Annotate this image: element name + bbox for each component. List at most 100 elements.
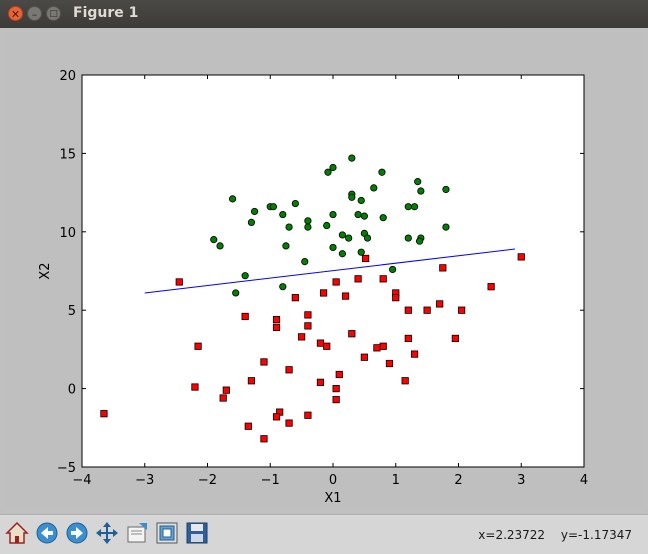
maximize-button[interactable]: □	[46, 6, 61, 21]
home-button[interactable]	[4, 520, 30, 546]
pan-icon	[96, 522, 118, 544]
pan-button[interactable]	[94, 520, 120, 546]
data-point-red	[392, 294, 400, 302]
cursor-y: y=-1.17347	[560, 528, 632, 542]
save-icon	[186, 522, 208, 544]
data-point-red	[354, 275, 362, 283]
data-point-green	[415, 237, 424, 245]
cursor-coordinates: x=2.23722 y=-1.17347	[466, 528, 632, 542]
data-point-red	[219, 394, 227, 402]
data-point-red	[348, 330, 356, 338]
data-point-red	[304, 411, 312, 419]
data-point-green	[279, 210, 287, 219]
configure-subplots-icon	[156, 522, 178, 544]
data-point-green	[378, 168, 386, 176]
data-point-green	[241, 272, 249, 280]
save-button[interactable]	[184, 520, 210, 546]
data-point-green	[323, 221, 331, 230]
data-point-red	[244, 422, 252, 430]
forward-icon	[66, 522, 88, 544]
data-point-green	[301, 257, 309, 266]
data-point-green	[363, 234, 372, 242]
minimize-icon: –	[31, 8, 38, 21]
x-tick-label: −2	[198, 473, 217, 488]
data-point-red	[379, 342, 387, 350]
x-tick-label: 1	[392, 473, 400, 488]
data-point-green	[216, 242, 224, 250]
x-tick-label: −1	[261, 473, 280, 488]
data-point-red	[260, 358, 268, 366]
data-point-red	[319, 289, 328, 297]
configure-subplots-button[interactable]	[154, 520, 180, 546]
back-icon	[36, 522, 58, 544]
data-point-green	[338, 250, 347, 258]
data-point-green	[417, 187, 425, 195]
data-point-red	[410, 350, 419, 358]
data-point-red	[285, 419, 293, 427]
data-point-green	[357, 196, 365, 205]
data-point-green	[279, 283, 287, 291]
data-point-green	[348, 193, 356, 201]
data-point-green	[357, 248, 365, 256]
close-icon: ✕	[10, 8, 21, 21]
data-point-green	[329, 210, 337, 219]
data-point-red	[291, 294, 299, 302]
x-tick-label: 4	[580, 473, 588, 488]
data-point-red	[362, 254, 370, 263]
y-tick-label: −5	[57, 461, 76, 476]
maximize-icon: □	[49, 9, 58, 19]
data-point-red	[341, 292, 350, 300]
y-tick-label: 0	[68, 383, 76, 398]
data-point-green	[304, 223, 312, 231]
minimize-button[interactable]: –	[27, 6, 42, 21]
data-point-green	[304, 217, 312, 225]
scatter-plot[interactable]: −4 −3 −2 −1 0 1 2 3 4 −5 0 5 10 15 20 X1 X2	[4, 32, 644, 508]
close-button[interactable]: ✕	[8, 6, 23, 21]
data-point-red	[335, 370, 343, 379]
data-point-red	[272, 323, 281, 332]
data-point-red	[332, 395, 340, 404]
zoom-rect-button[interactable]	[124, 520, 150, 546]
data-point-red	[458, 306, 466, 314]
tick-labels: −4 −3 −2 −1 0 1 2 3 4 −5 0 5 10 15 20	[57, 69, 588, 488]
x-tick-label: 3	[517, 473, 525, 488]
y-axis-label: X2	[38, 262, 53, 279]
data-point-green	[247, 218, 256, 226]
x-tick-label: −3	[135, 473, 154, 488]
data-point-red	[316, 339, 325, 347]
home-icon	[5, 521, 29, 544]
data-point-red	[404, 306, 412, 314]
data-point-green	[329, 243, 337, 252]
data-point-red	[241, 312, 249, 321]
x-tick-label: −4	[72, 473, 91, 488]
data-point-red	[100, 410, 108, 418]
data-point-red	[436, 300, 444, 308]
data-point-green	[324, 168, 332, 176]
data-point-red	[323, 342, 331, 350]
data-point-green	[442, 185, 450, 194]
data-point-green	[229, 195, 237, 203]
axis-ticks	[81, 74, 585, 468]
forward-button[interactable]	[64, 520, 90, 546]
back-button[interactable]	[34, 520, 60, 546]
data-point-red	[360, 353, 368, 361]
data-point-green	[285, 223, 293, 231]
data-point-green	[291, 199, 299, 208]
data-points	[100, 154, 525, 443]
data-point-green	[414, 178, 422, 186]
data-point-red	[517, 253, 525, 261]
navigation-toolbar: x=2.23722 y=-1.17347	[0, 514, 648, 554]
data-point-red	[298, 333, 306, 341]
x-tick-label: 2	[454, 473, 462, 488]
data-point-red	[260, 435, 268, 443]
window-title: Figure 1	[73, 5, 139, 21]
figure-canvas[interactable]: −4 −3 −2 −1 0 1 2 3 4 −5 0 5 10 15 20 X1 X2	[4, 32, 644, 508]
data-point-red	[439, 264, 447, 272]
title-bar[interactable]: ✕ – □ Figure 1	[0, 0, 648, 28]
zoom-rect-icon	[127, 523, 147, 543]
separating-line	[144, 248, 516, 294]
data-point-green	[404, 203, 412, 211]
decision-line	[144, 248, 516, 294]
data-point-red	[487, 283, 495, 291]
